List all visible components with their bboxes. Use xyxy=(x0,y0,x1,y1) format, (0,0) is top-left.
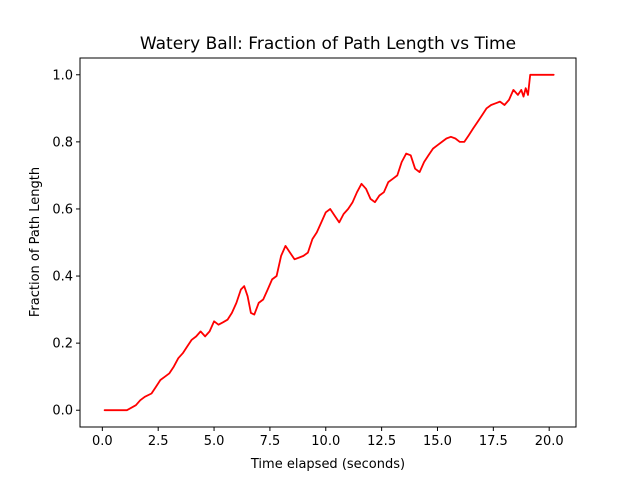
x-tick-label: 17.5 xyxy=(479,434,508,449)
chart-title: Watery Ball: Fraction of Path Length vs … xyxy=(140,34,516,54)
x-tick-label: 20.0 xyxy=(535,434,564,449)
y-tick-label: 0.4 xyxy=(52,270,73,285)
x-tick-label: 0.0 xyxy=(92,434,113,449)
x-tick-label: 15.0 xyxy=(423,434,452,449)
y-tick-label: 1.0 xyxy=(52,68,73,83)
x-axis-ticks: 0.0 2.5 5.0 7.5 10.0 12.5 15.0 17.5 20.0 xyxy=(92,427,564,449)
y-axis-ticks: 0.0 0.2 0.4 0.6 0.8 1.0 xyxy=(52,68,80,419)
y-tick-label: 0.2 xyxy=(52,337,73,352)
series-line xyxy=(103,73,555,412)
y-tick-label: 0.6 xyxy=(52,202,73,217)
series-layer xyxy=(103,73,555,412)
y-axis-title: Fraction of Path Length xyxy=(28,167,43,317)
plot-frame xyxy=(79,57,577,428)
x-tick-label: 10.0 xyxy=(311,434,340,449)
x-tick-label: 5.0 xyxy=(204,434,225,449)
y-tick-label: 0.8 xyxy=(52,135,73,150)
x-tick-label: 12.5 xyxy=(367,434,396,449)
y-tick-label: 0.0 xyxy=(52,404,73,419)
x-axis-title: Time elapsed (seconds) xyxy=(250,457,405,472)
x-tick-label: 2.5 xyxy=(148,434,169,449)
x-tick-label: 7.5 xyxy=(260,434,281,449)
